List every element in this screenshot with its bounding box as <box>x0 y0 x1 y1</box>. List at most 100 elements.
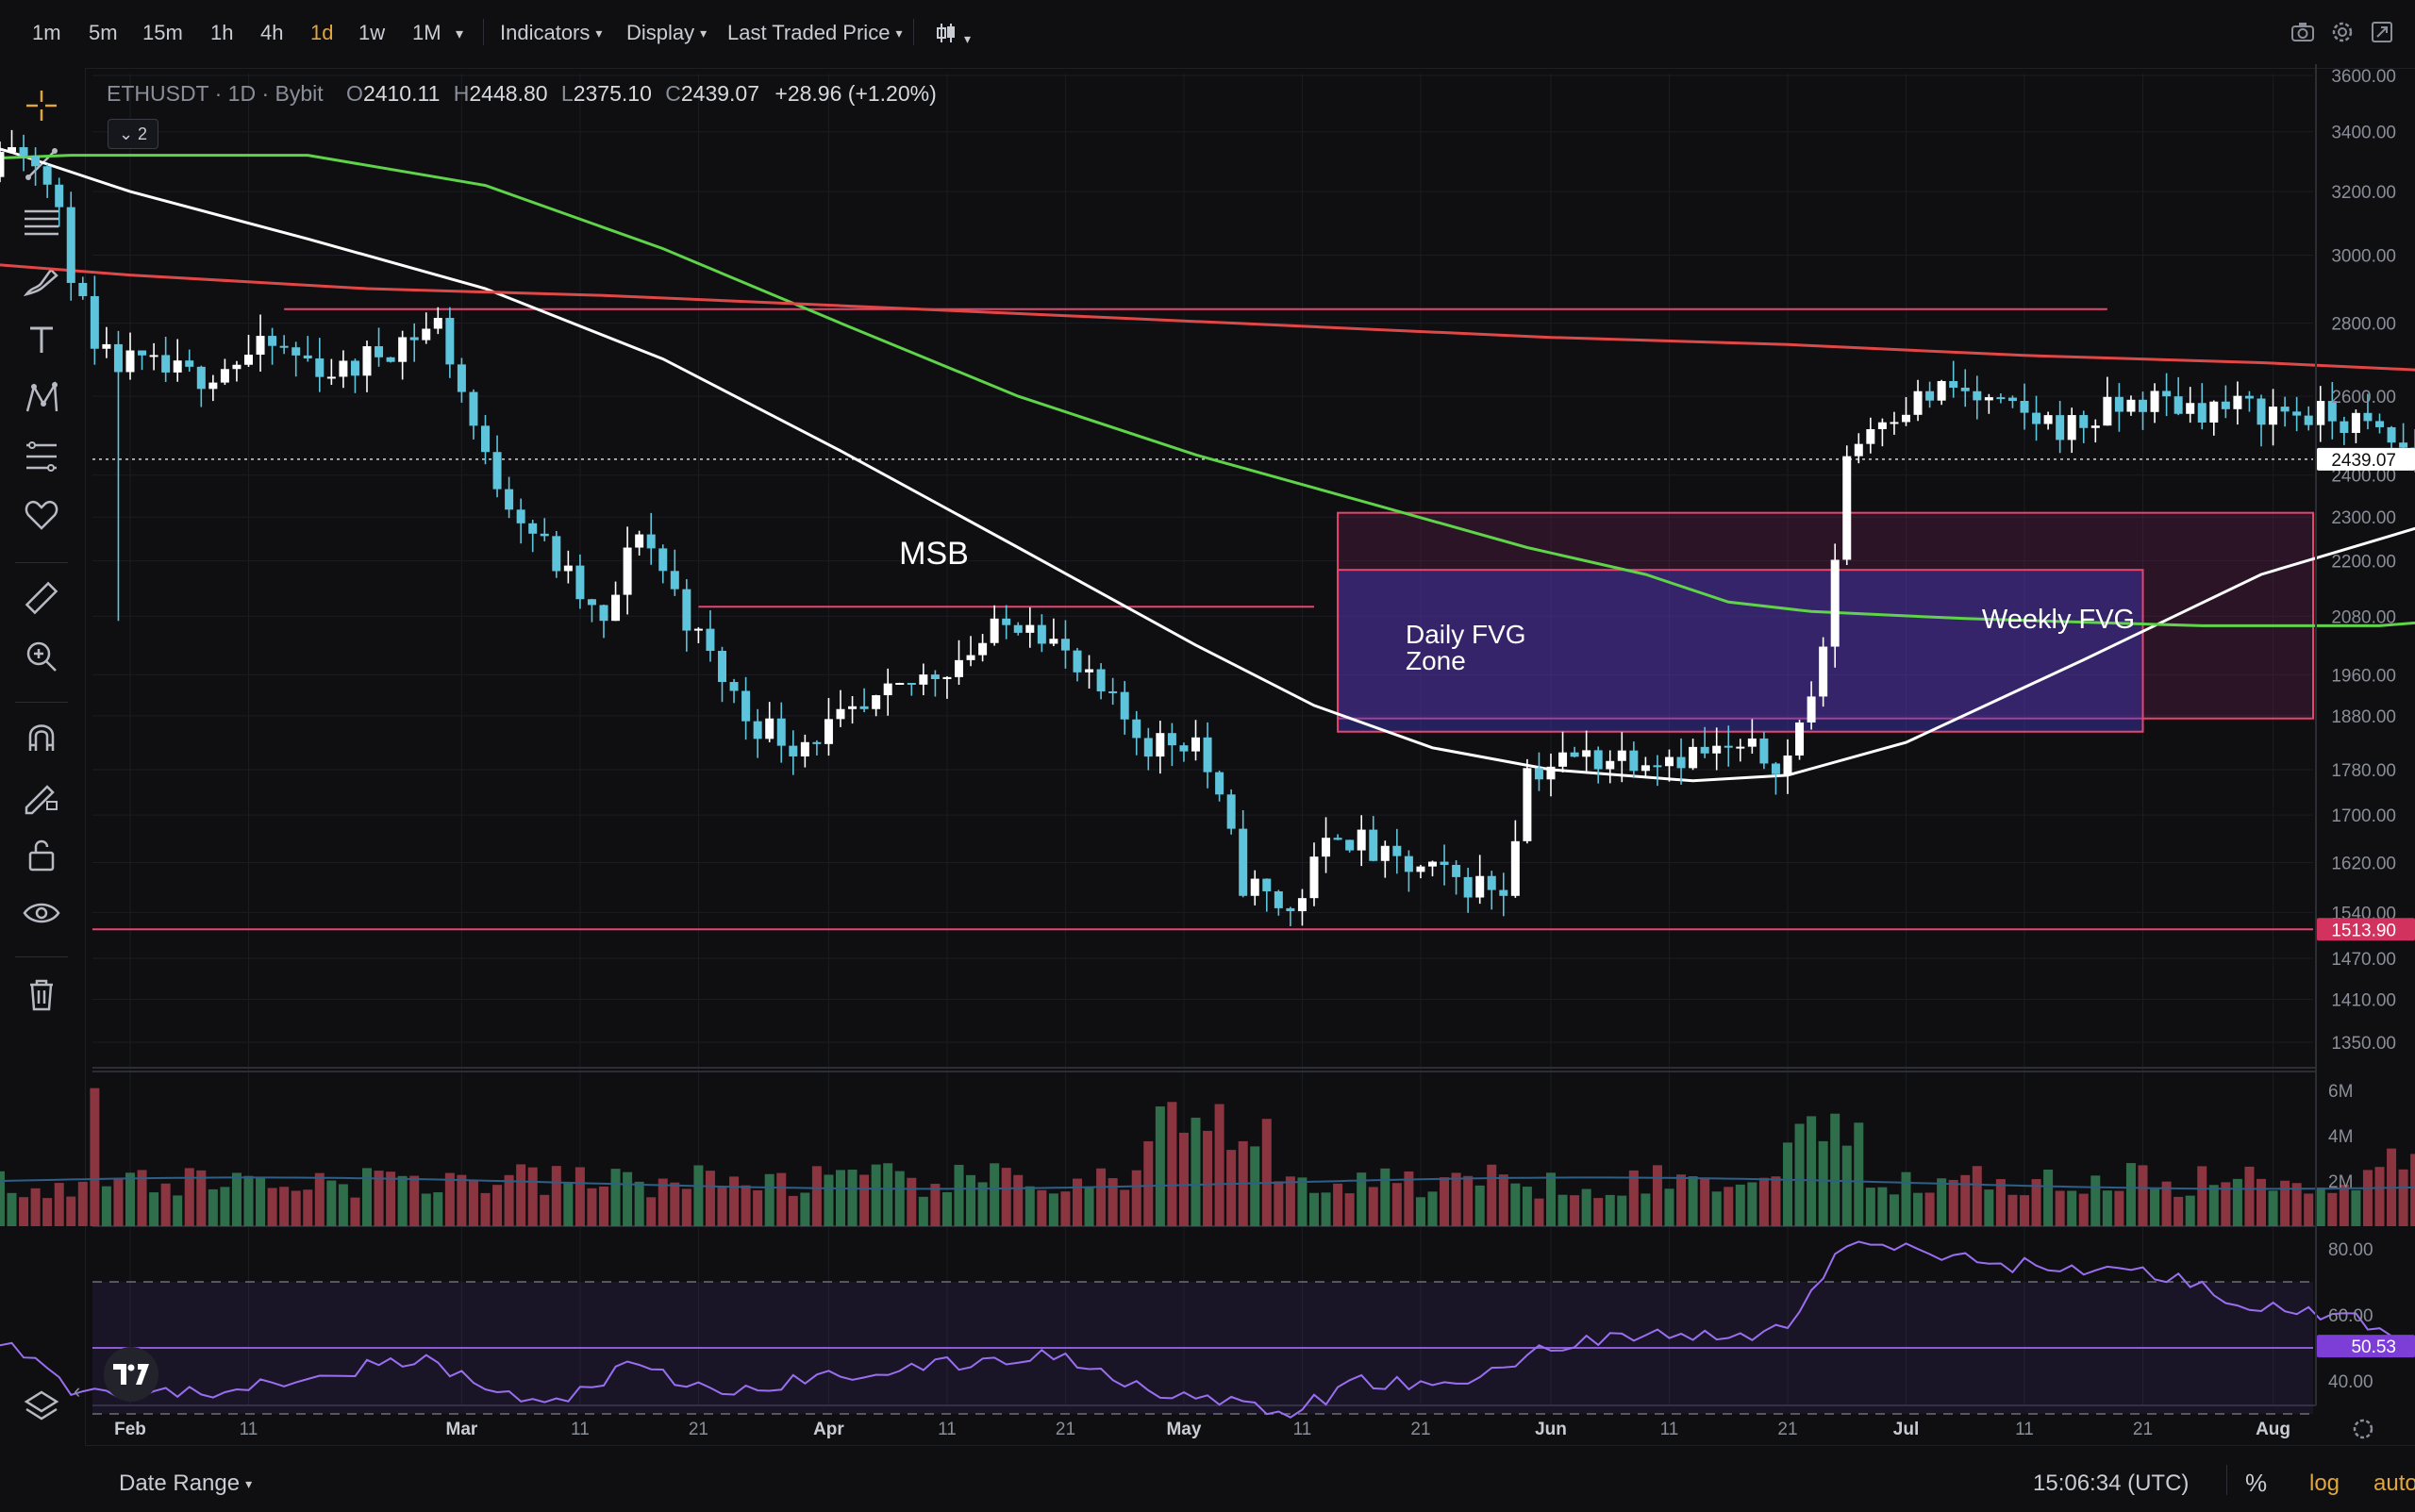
volume-bar <box>338 1184 348 1226</box>
candle-body <box>919 674 928 685</box>
timeframe-1M[interactable]: 1M <box>412 21 441 44</box>
candle-body <box>1689 746 1698 769</box>
volume-bar <box>125 1172 135 1226</box>
trash-icon <box>30 979 53 1011</box>
candle-body <box>1617 750 1626 761</box>
volume-bar <box>693 1165 704 1226</box>
candle-body <box>552 536 561 572</box>
chevron-left-icon[interactable]: ‹ <box>74 1379 81 1403</box>
candle-body <box>1345 839 1355 851</box>
candle-body <box>362 346 372 376</box>
date-range-button[interactable]: Date Range ▾ <box>119 1470 252 1497</box>
text-tool[interactable] <box>19 317 64 362</box>
volume-bar <box>1297 1177 1307 1226</box>
crosshair-tool[interactable] <box>19 83 64 128</box>
price-tick-label: 2600.00 <box>2331 388 2396 407</box>
volume-bar <box>1807 1116 1817 1226</box>
candle-body <box>66 207 75 283</box>
magnet-tool[interactable] <box>19 715 64 760</box>
volume-bar <box>551 1166 561 1226</box>
delete-tool[interactable] <box>19 972 64 1017</box>
price-tick-label: 1410.00 <box>2331 991 2396 1011</box>
candle-body <box>706 628 715 652</box>
candle-body <box>196 366 206 390</box>
volume-bar <box>1758 1177 1769 1226</box>
top-toolbar: 1m 5m 15m 1h 4h 1d 1w 1M ▾ Indicators ▾ D… <box>0 0 2415 69</box>
display-menu[interactable]: Display ▾ <box>626 21 707 45</box>
price-source-menu[interactable]: Last Traded Price ▾ <box>727 21 902 45</box>
timeframe-4h[interactable]: 4h <box>260 21 284 44</box>
volume-bar <box>2078 1193 2089 1226</box>
volume-bar <box>1688 1176 1698 1226</box>
volume-bar <box>1368 1187 1378 1226</box>
price-tick-label: 1880.00 <box>2331 707 2396 727</box>
object-tree-tool[interactable] <box>19 1383 64 1428</box>
volume-bar <box>1593 1198 1604 1226</box>
indicators-menu[interactable]: Indicators ▾ <box>500 21 602 45</box>
log-scale-toggle[interactable]: log <box>2309 1470 2340 1496</box>
timeframe-1w[interactable]: 1w <box>358 21 386 44</box>
fib-tool[interactable] <box>19 434 64 479</box>
candle-body <box>1510 840 1520 896</box>
candle-body <box>1523 768 1532 841</box>
timeframe-1d[interactable]: 1d <box>310 21 334 44</box>
volume-bar <box>741 1185 751 1226</box>
price-chart[interactable]: 3600.00 3400.00 3200.00 3000.00 2800.00 2600.… <box>0 0 2415 1445</box>
camera-icon[interactable] <box>2290 19 2316 45</box>
gear-icon[interactable] <box>2329 19 2356 45</box>
candle-body <box>575 565 585 600</box>
candle-body <box>599 605 608 622</box>
candle-body <box>256 336 265 356</box>
favorites-tool[interactable] <box>19 492 64 538</box>
candle-body <box>635 534 644 548</box>
auto-scale-toggle[interactable]: auto <box>2373 1470 2415 1496</box>
candle-body <box>2269 407 2278 425</box>
price-tick-label: 2080.00 <box>2331 607 2396 627</box>
volume-bar <box>1865 1188 1875 1226</box>
candle-body <box>1807 696 1816 723</box>
brush-tool[interactable] <box>19 258 64 304</box>
hide-tool[interactable] <box>19 890 64 936</box>
zoom-tool[interactable] <box>19 634 64 679</box>
lock-drawing-tool[interactable] <box>19 773 64 819</box>
candle-body <box>1215 772 1224 795</box>
candle-body <box>492 452 502 490</box>
timeframe-1h[interactable]: 1h <box>210 21 234 44</box>
fullscreen-icon[interactable] <box>2369 19 2395 45</box>
horizontal-lines-tool[interactable] <box>19 200 64 245</box>
timeframe-5m[interactable]: 5m <box>89 21 118 44</box>
candle-body <box>2114 396 2124 412</box>
measure-tool[interactable] <box>19 575 64 621</box>
timeframe-15m[interactable]: 15m <box>142 21 183 44</box>
utc-clock[interactable]: 15:06:34 (UTC) <box>2033 1470 2190 1496</box>
candle-body <box>848 706 858 709</box>
volume-bar <box>1783 1142 1792 1226</box>
rsi-value-badge-bg <box>2317 1335 2415 1358</box>
volume-bar <box>2102 1190 2112 1226</box>
candle-body <box>516 509 525 523</box>
candle-body <box>2126 399 2136 412</box>
candle-body <box>611 594 621 622</box>
price-tick-label: 1470.00 <box>2331 950 2396 970</box>
chevron-down-icon: ▾ <box>700 25 708 41</box>
timeframe-more-caret[interactable]: ▾ <box>456 26 464 42</box>
candle-body <box>765 718 774 739</box>
volume-bar <box>468 1179 478 1226</box>
volume-bar <box>2055 1190 2065 1226</box>
candle-body <box>1297 898 1307 912</box>
tradingview-logo[interactable] <box>104 1347 158 1402</box>
rsi-tick-label: 40.00 <box>2328 1372 2373 1392</box>
layers-icon <box>24 1390 59 1421</box>
candle-body <box>1866 429 1875 444</box>
chart-type-menu[interactable]: ▾ <box>934 21 971 51</box>
percent-scale-toggle[interactable]: % <box>2245 1469 2268 1497</box>
chevron-down-icon: ▾ <box>964 31 972 46</box>
lock-all-tool[interactable] <box>19 832 64 877</box>
level-lines <box>92 307 2313 931</box>
timeframe-1m[interactable]: 1m <box>32 21 61 44</box>
legend-collapse-button[interactable]: ⌄ 2 <box>108 119 158 149</box>
pattern-tool[interactable] <box>19 375 64 421</box>
volume-bar <box>433 1192 443 1226</box>
candle-body <box>1830 559 1840 647</box>
candle-body <box>1440 861 1449 865</box>
